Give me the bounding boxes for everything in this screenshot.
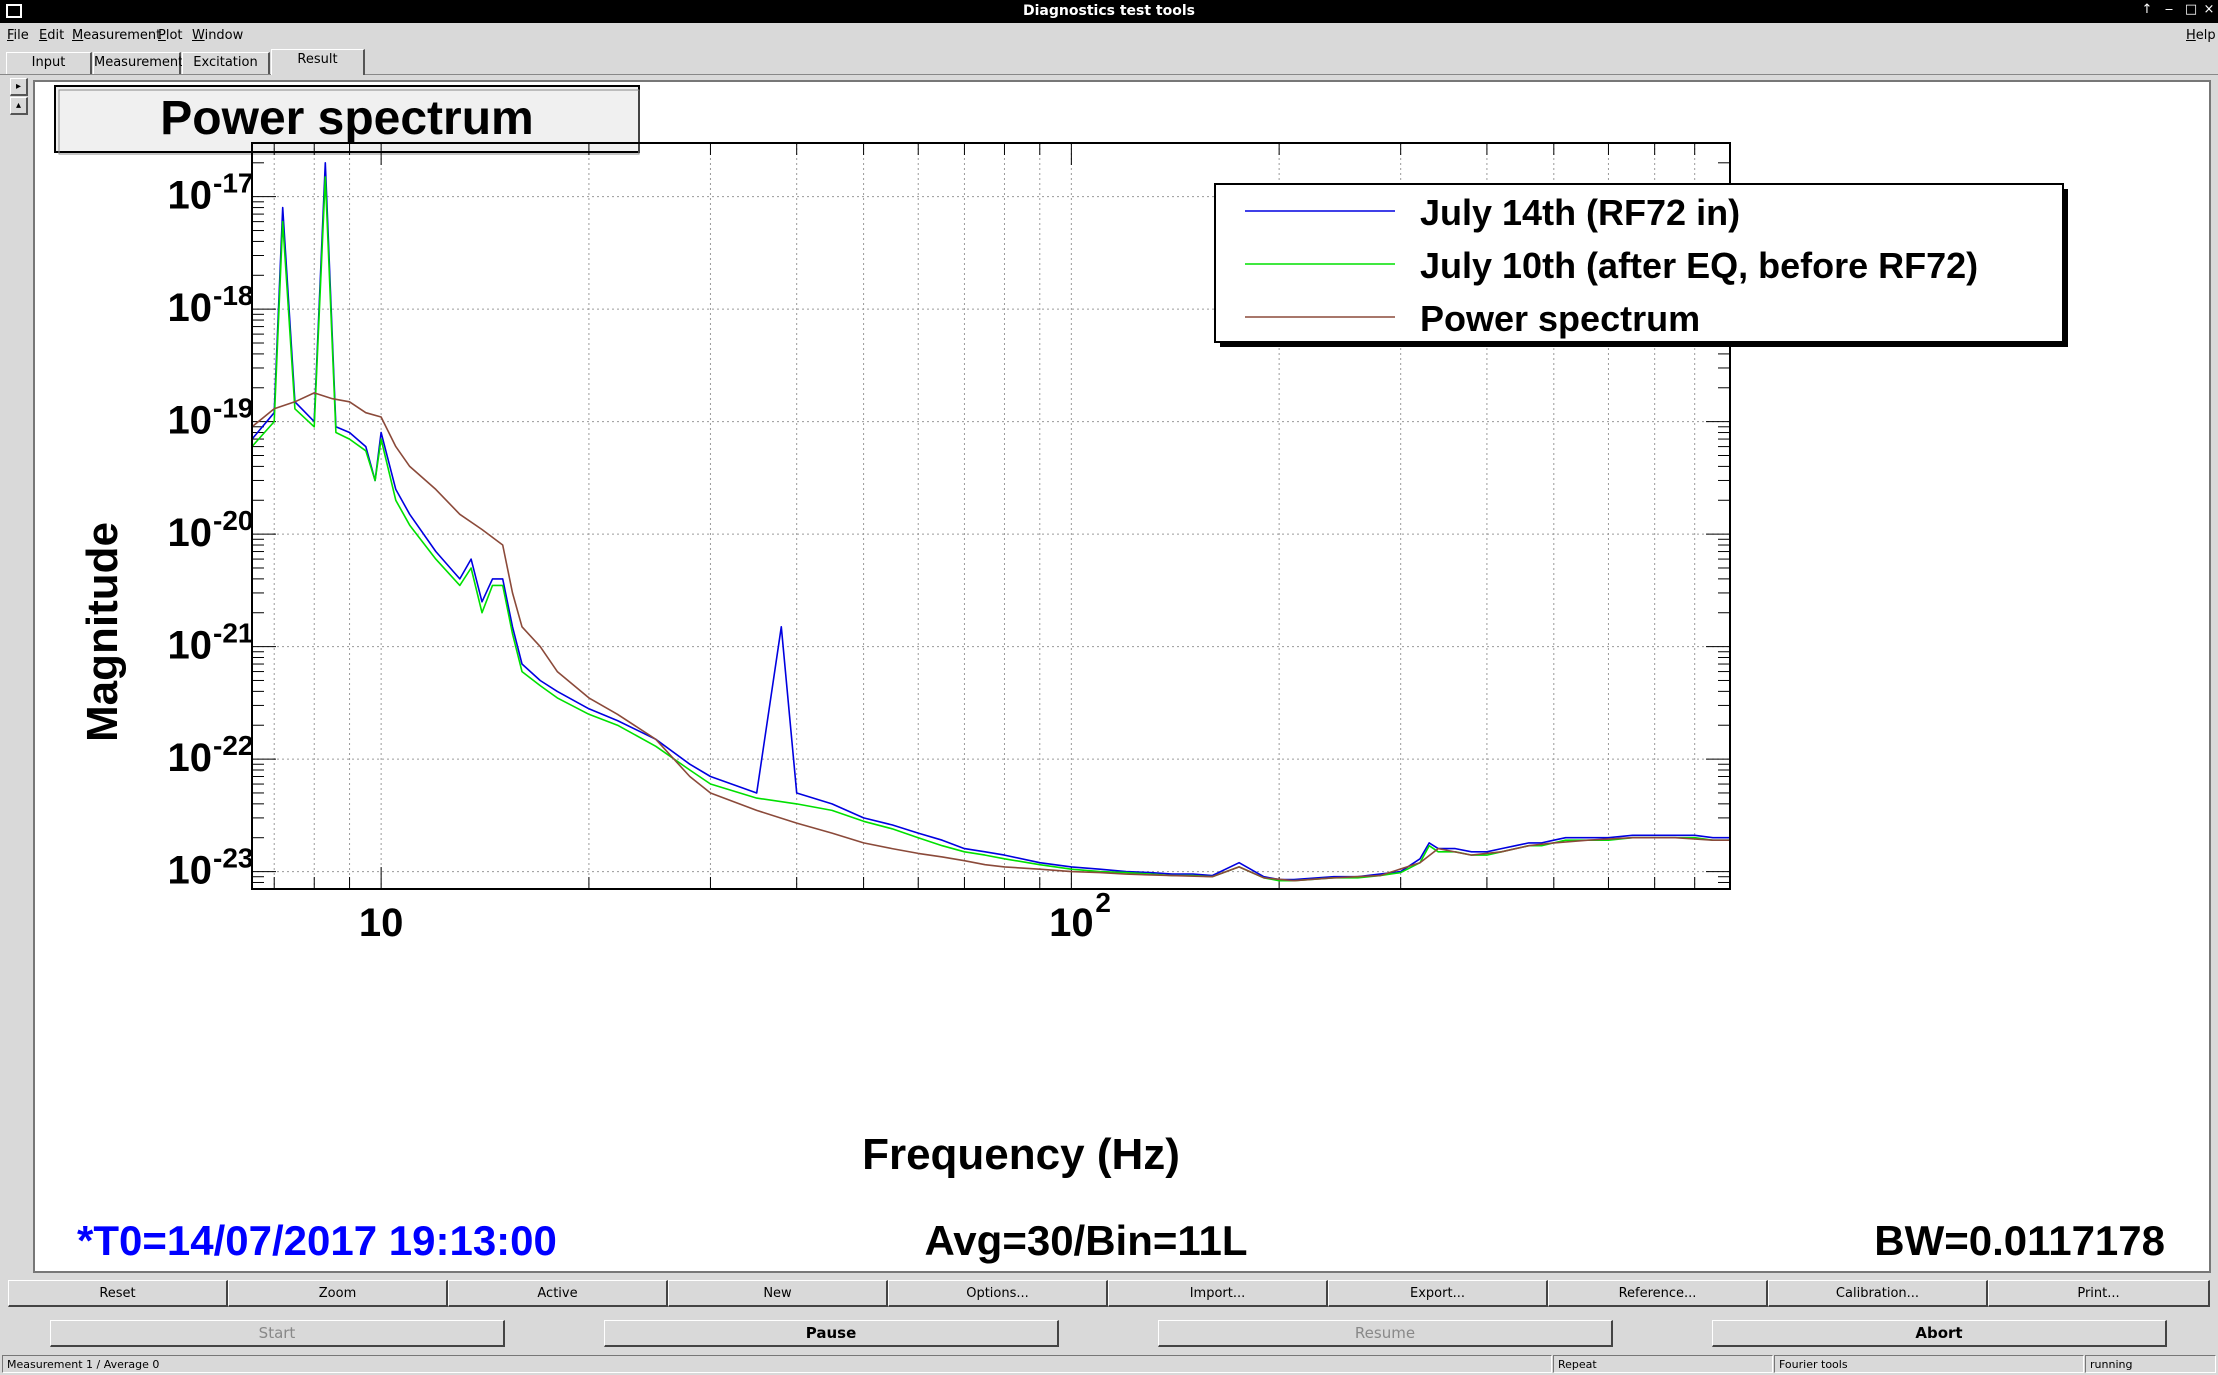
options-button[interactable]: Options... bbox=[888, 1280, 1108, 1307]
title-box bbox=[54, 85, 640, 153]
menu-measurement[interactable]: Measurement bbox=[72, 28, 162, 43]
plot-canvas[interactable]: Power spectrum 10 -17 10 -18 10 -19 10 -20 10 -21… bbox=[33, 80, 2211, 1273]
y-tick-label: 10 bbox=[168, 624, 213, 668]
menu-plot[interactable]: Plot bbox=[158, 28, 183, 43]
close-icon[interactable]: × bbox=[2203, 2, 2215, 17]
bandwidth-info: BW=0.0117178 bbox=[1874, 1217, 2165, 1264]
panel-collapse-icon[interactable]: ▴ bbox=[10, 97, 28, 115]
active-button[interactable]: Active bbox=[448, 1280, 668, 1307]
y-tick-exponent: -20 bbox=[213, 505, 253, 536]
y-tick-label: 10 bbox=[168, 174, 213, 218]
legend-label: July 10th (after EQ, before RF72) bbox=[1420, 245, 1978, 286]
plot-title: Power spectrum bbox=[160, 92, 533, 145]
menu-file[interactable]: File bbox=[7, 28, 29, 43]
zoom-button[interactable]: Zoom bbox=[228, 1280, 448, 1307]
y-tick-exponent: -22 bbox=[213, 730, 253, 761]
panel-expand-icon[interactable]: ▸ bbox=[10, 78, 28, 96]
y-tick-exponent: -19 bbox=[213, 393, 253, 424]
status-bar: Measurement 1 / Average 0 Repeat Fourier… bbox=[0, 1353, 2218, 1375]
y-tick-exponent: -23 bbox=[213, 843, 253, 874]
tab-result[interactable]: Result bbox=[271, 49, 365, 75]
status-measurement: Measurement 1 / Average 0 bbox=[2, 1355, 1552, 1373]
avg-bin-info: Avg=30/Bin=11L bbox=[925, 1217, 1248, 1264]
menu-bar: File Edit Measurement Plot Window Help bbox=[0, 23, 2218, 49]
minimize-icon[interactable]: ‒ bbox=[2164, 2, 2174, 17]
export-button[interactable]: Export... bbox=[1328, 1280, 1548, 1307]
tab-input[interactable]: Input bbox=[6, 52, 92, 74]
tab-bar: Input Measurement Excitation Result bbox=[0, 49, 2218, 75]
series-line bbox=[251, 392, 1730, 882]
new-button[interactable]: New bbox=[668, 1280, 888, 1307]
menu-edit[interactable]: Edit bbox=[39, 28, 65, 43]
legend-label: Power spectrum bbox=[1420, 298, 1700, 339]
status-state: running bbox=[2085, 1355, 2216, 1373]
window-menu-icon[interactable] bbox=[6, 4, 22, 18]
y-tick-label: 10 bbox=[168, 286, 213, 330]
tab-excitation[interactable]: Excitation bbox=[182, 52, 270, 74]
plot-button-bar: Reset Zoom Active New Options... Import.… bbox=[8, 1280, 2210, 1307]
series-line bbox=[251, 162, 1730, 881]
maximize-icon[interactable]: □ bbox=[2184, 2, 2198, 17]
calibration-button[interactable]: Calibration... bbox=[1768, 1280, 1988, 1307]
tab-measurement[interactable]: Measurement bbox=[93, 52, 183, 74]
raise-icon[interactable]: ↑ bbox=[2141, 2, 2153, 17]
status-mode: Fourier tools bbox=[1774, 1355, 2084, 1373]
pause-button[interactable]: Pause bbox=[604, 1320, 1059, 1347]
status-repeat: Repeat bbox=[1553, 1355, 1773, 1373]
t0-timestamp: *T0=14/07/2017 19:13:00 bbox=[77, 1217, 557, 1264]
power-spectrum-plot[interactable]: Power spectrum 10-1710-1810-1910-2010-21… bbox=[35, 82, 2209, 1271]
measurement-control-bar: Start Pause Resume Abort bbox=[0, 1320, 2218, 1350]
menu-help[interactable]: Help bbox=[2186, 28, 2216, 43]
x-tick-label: 10 bbox=[1049, 901, 1094, 945]
x-tick-label: 10 bbox=[359, 901, 404, 945]
window-titlebar[interactable]: Diagnostics test tools ↑ ‒ □ × bbox=[0, 0, 2218, 23]
y-tick-label: 10 bbox=[168, 511, 213, 555]
title-box-shadow bbox=[58, 89, 640, 155]
y-axis-label: Magnitude bbox=[78, 522, 127, 742]
legend-label: July 14th (RF72 in) bbox=[1420, 192, 1740, 233]
x-tick-exponent: 2 bbox=[1095, 887, 1111, 918]
y-tick-label: 10 bbox=[168, 399, 213, 443]
menu-window[interactable]: Window bbox=[192, 28, 244, 43]
resume-button[interactable]: Resume bbox=[1158, 1320, 1613, 1347]
reference-button[interactable]: Reference... bbox=[1548, 1280, 1768, 1307]
reset-button[interactable]: Reset bbox=[8, 1280, 228, 1307]
y-tick-label: 10 bbox=[168, 849, 213, 893]
y-tick-exponent: -17 bbox=[213, 168, 253, 199]
x-axis-label: Frequency (Hz) bbox=[862, 1130, 1180, 1179]
plot-frame bbox=[251, 142, 1731, 890]
y-tick-label: 10 bbox=[168, 736, 213, 780]
abort-button[interactable]: Abort bbox=[1712, 1320, 2167, 1347]
print-button[interactable]: Print... bbox=[1988, 1280, 2210, 1307]
start-button[interactable]: Start bbox=[50, 1320, 505, 1347]
y-tick-exponent: -21 bbox=[213, 618, 253, 649]
window-title: Diagnostics test tools bbox=[1023, 3, 1195, 19]
y-tick-exponent: -18 bbox=[213, 280, 253, 311]
import-button[interactable]: Import... bbox=[1108, 1280, 1328, 1307]
